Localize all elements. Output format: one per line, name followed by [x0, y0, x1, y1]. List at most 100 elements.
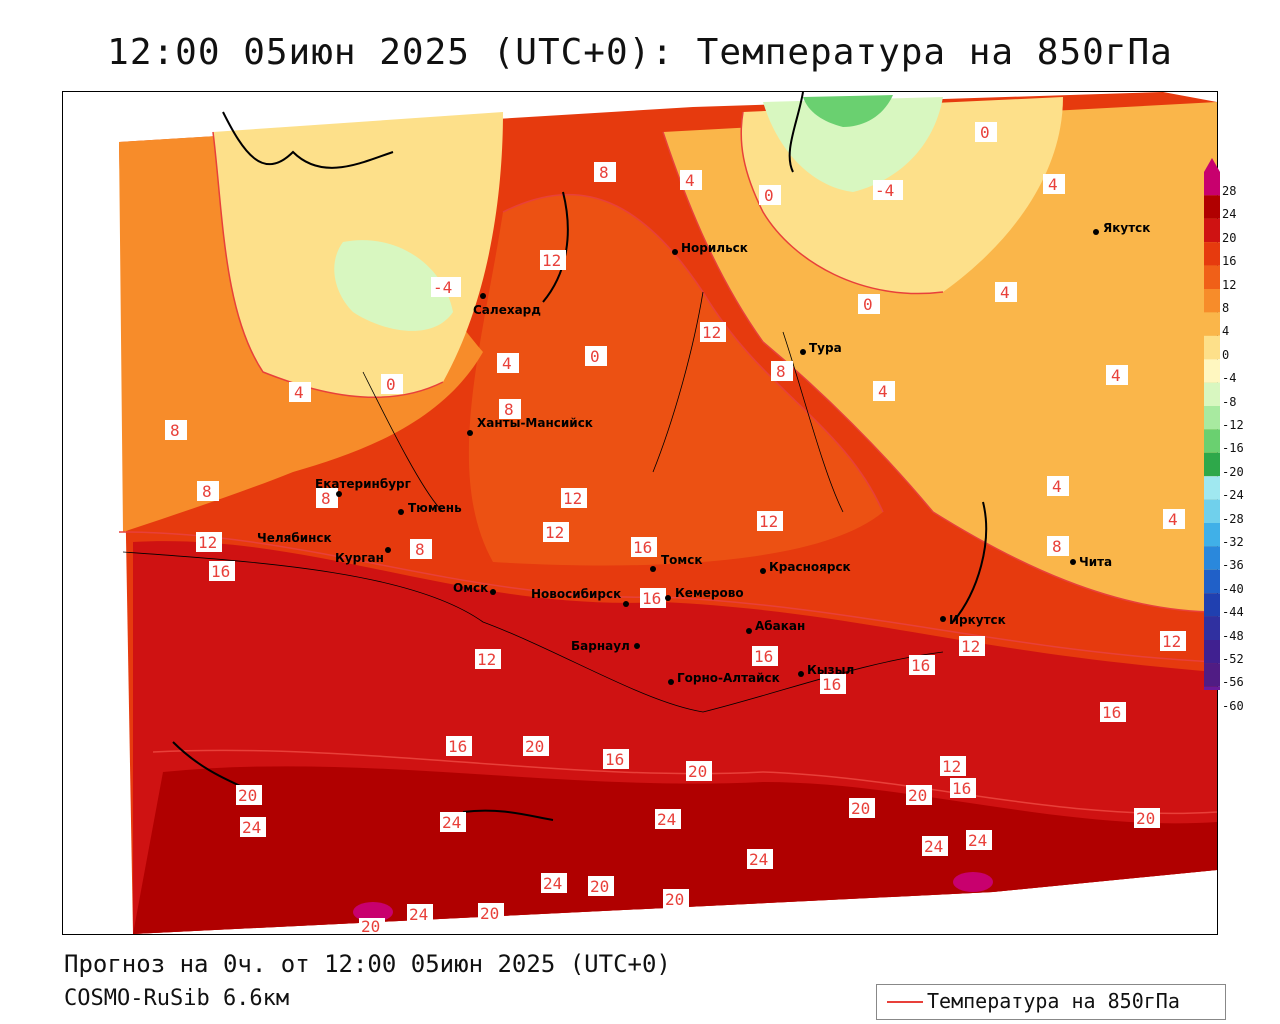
svg-text:Абакан: Абакан [755, 619, 805, 633]
contour-label: 12 [940, 756, 966, 776]
city-chelyabinsk: Челябинск [257, 531, 332, 545]
colorbar-tick-label: -52 [1222, 652, 1244, 666]
colorbar-tick-label: 24 [1222, 207, 1237, 222]
colorbar-swatch [1204, 616, 1220, 640]
colorbar-swatch [1204, 195, 1220, 219]
contour-label: 4 [995, 282, 1017, 302]
contour-label: 20 [663, 889, 689, 909]
contour-label: 20 [359, 917, 385, 934]
city-khanty-mansiysk: Ханты-Мансийск [467, 416, 593, 436]
svg-text:16: 16 [448, 737, 467, 756]
contour-label: 20 [523, 736, 549, 756]
svg-text:Якутск: Якутск [1103, 221, 1150, 235]
colorbar-tick-label: -36 [1222, 558, 1244, 573]
svg-text:4: 4 [1111, 366, 1121, 385]
svg-text:16: 16 [952, 779, 971, 798]
city-ekaterinburg: Екатеринбург [315, 477, 411, 497]
svg-text:4: 4 [1052, 477, 1062, 496]
svg-text:8: 8 [415, 540, 425, 559]
svg-text:8: 8 [599, 163, 609, 182]
contour-label: 8 [197, 481, 219, 501]
svg-text:-4: -4 [433, 278, 452, 297]
colorbar-tick-label: 4 [1222, 324, 1230, 339]
svg-text:16: 16 [1102, 703, 1121, 722]
svg-text:0: 0 [386, 375, 396, 394]
colorbar-tick-label: -32 [1222, 535, 1244, 549]
svg-text:24: 24 [409, 905, 428, 924]
colorbar-swatch [1204, 476, 1220, 500]
svg-text:20: 20 [908, 786, 927, 805]
svg-text:Иркутск: Иркутск [949, 613, 1006, 627]
svg-text:Курган: Курган [335, 551, 384, 565]
map-canvas: 0 4 0 -4 4 12 -4 12 0 4 4 4 8 4 4 4 0 4 … [118, 92, 1217, 934]
svg-text:Норильск: Норильск [681, 241, 748, 255]
contour-label: 0 [858, 294, 880, 314]
contour-label: 20 [849, 798, 875, 818]
svg-text:Кемерово: Кемерово [675, 586, 744, 600]
contour-label: 12 [700, 322, 726, 342]
colorbar-swatch [1204, 569, 1220, 594]
colorbar-tick-label: -8 [1222, 394, 1237, 409]
colorbar-swatch [1204, 593, 1220, 617]
forecast-caption: Прогноз на 0ч. от 12:00 05июн 2025 (UTC+… [64, 950, 671, 978]
colorbar-swatch [1204, 546, 1220, 570]
svg-text:24: 24 [749, 850, 768, 869]
city-gorno-altaysk: Горно-Алтайск [668, 671, 780, 685]
contour-label: 16 [631, 537, 657, 557]
svg-text:Омск: Омск [453, 581, 488, 595]
svg-text:12: 12 [702, 323, 721, 342]
contour-label: 8 [771, 361, 793, 381]
contour-label: 16 [950, 778, 976, 798]
colorbar-tick-label: -20 [1222, 464, 1244, 479]
svg-text:16: 16 [911, 656, 930, 675]
colorbar-swatch [1204, 289, 1220, 313]
contour-label: 16 [1100, 702, 1126, 722]
colorbar-swatch [1204, 663, 1220, 687]
contour-label: -4 [431, 277, 461, 297]
svg-text:16: 16 [754, 647, 773, 666]
svg-text:20: 20 [361, 917, 380, 934]
colorbar-swatch [1204, 265, 1220, 289]
svg-text:4: 4 [294, 383, 304, 402]
svg-text:20: 20 [851, 799, 870, 818]
svg-text:20: 20 [525, 737, 544, 756]
contour-label: 20 [588, 876, 614, 896]
cold-core-northeast [803, 95, 893, 127]
map-title: 12:00 05июн 2025 (UTC+0): Температура на… [107, 32, 1173, 73]
svg-text:-4: -4 [875, 181, 894, 200]
colorbar-tick-label: 28 [1222, 184, 1237, 198]
svg-text:12: 12 [477, 650, 496, 669]
svg-text:20: 20 [1136, 809, 1155, 828]
svg-text:0: 0 [590, 347, 600, 366]
city-abakan: Абакан [746, 619, 805, 634]
colorbar-swatch [1204, 406, 1220, 430]
svg-text:4: 4 [878, 382, 888, 401]
colorbar-tick-label: 12 [1222, 277, 1237, 292]
svg-text:Салехард: Салехард [473, 303, 541, 317]
city-chita: Чита [1070, 555, 1112, 569]
colorbar-swatch [1204, 172, 1220, 196]
contour-label: 24 [655, 809, 681, 829]
colorbar-tick-label: -4 [1222, 371, 1237, 386]
svg-text:20: 20 [688, 762, 707, 781]
svg-text:16: 16 [605, 750, 624, 769]
contour-label: 4 [1047, 476, 1069, 496]
contour-label: 12 [475, 649, 501, 669]
city-tomsk: Томск [650, 553, 703, 572]
contour-label: -4 [873, 180, 903, 200]
admin-borders [122, 291, 944, 713]
city-irkutsk: Иркутск [940, 613, 1006, 627]
svg-text:12: 12 [759, 512, 778, 531]
svg-text:0: 0 [764, 186, 774, 205]
svg-text:16: 16 [642, 589, 661, 608]
svg-text:Кызыл: Кызыл [807, 663, 854, 677]
svg-text:12: 12 [961, 637, 980, 656]
svg-text:Новосибирск: Новосибирск [531, 587, 621, 601]
city-salekhard: Салехард [473, 293, 541, 317]
contour-label: 0 [381, 374, 403, 394]
svg-text:20: 20 [480, 904, 499, 923]
contour-label: 24 [240, 817, 266, 837]
svg-text:Барнаул: Барнаул [571, 639, 630, 653]
contour-label: 8 [410, 539, 432, 559]
svg-text:Челябинск: Челябинск [257, 531, 332, 545]
